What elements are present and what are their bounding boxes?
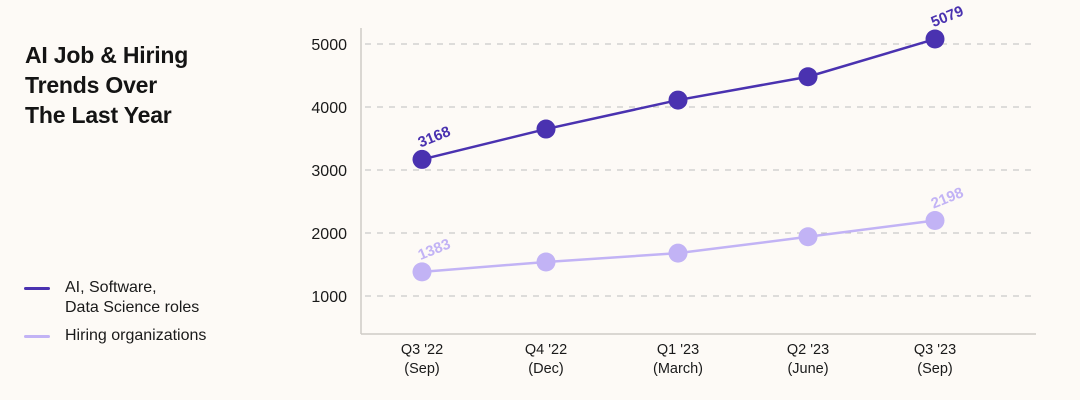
x-tick-label: Q2 '23 (June)	[787, 342, 829, 377]
chart-title: AI Job & Hiring Trends Over The Last Yea…	[25, 40, 188, 130]
title-line: Trends Over	[25, 72, 158, 98]
y-tick-label: 3000	[311, 163, 347, 180]
data-point	[668, 90, 688, 110]
data-point	[798, 67, 818, 87]
data-point	[536, 252, 556, 272]
legend-label-line: AI, Software,	[65, 279, 157, 296]
data-point	[412, 149, 432, 169]
data-labels: 3168 5079 1383 2198	[416, 3, 966, 264]
data-label: 2198	[929, 184, 966, 212]
legend-label-line: Hiring organizations	[65, 327, 207, 344]
legend-item-roles: AI, Software, Data Science roles	[24, 278, 206, 318]
x-tick-label: Q4 '22 (Dec)	[525, 342, 567, 377]
data-point	[412, 262, 432, 282]
series	[412, 29, 945, 282]
x-tick-label: Q3 '22 (Sep)	[401, 342, 443, 377]
legend-swatch-light	[24, 335, 50, 338]
x-tick-label: Q1 '23 (March)	[653, 342, 703, 377]
title-line: AI Job & Hiring	[25, 42, 189, 68]
legend-label: AI, Software, Data Science roles	[65, 278, 199, 318]
data-point	[668, 243, 688, 263]
y-tick-label: 2000	[311, 226, 347, 243]
y-tick-label: 5000	[311, 37, 347, 54]
legend-item-orgs: Hiring organizations	[24, 326, 206, 346]
data-point	[925, 29, 945, 49]
axes	[360, 28, 1036, 335]
data-point	[536, 119, 556, 139]
gridlines	[365, 43, 1032, 297]
x-axis-ticks: Q3 '22 (Sep) Q4 '22 (Dec) Q1 '23 (March) Q2 '2…	[401, 342, 956, 377]
data-label: 1383	[416, 236, 453, 264]
legend-label: Hiring organizations	[65, 326, 206, 346]
title-line: The Last Year	[25, 102, 172, 128]
legend-label-line: Data Science roles	[65, 299, 200, 316]
x-tick-label: Q3 '23 (Sep)	[914, 342, 956, 377]
y-tick-label: 1000	[311, 289, 347, 306]
y-axis-ticks: 1000 2000 3000 4000 5000	[311, 37, 347, 306]
y-tick-label: 4000	[311, 100, 347, 117]
data-label: 5079	[929, 3, 966, 31]
data-point	[925, 211, 945, 231]
data-label: 3168	[416, 123, 453, 151]
data-point	[798, 227, 818, 247]
legend: AI, Software, Data Science roles Hiring …	[24, 278, 206, 354]
legend-swatch-dark	[24, 287, 50, 290]
